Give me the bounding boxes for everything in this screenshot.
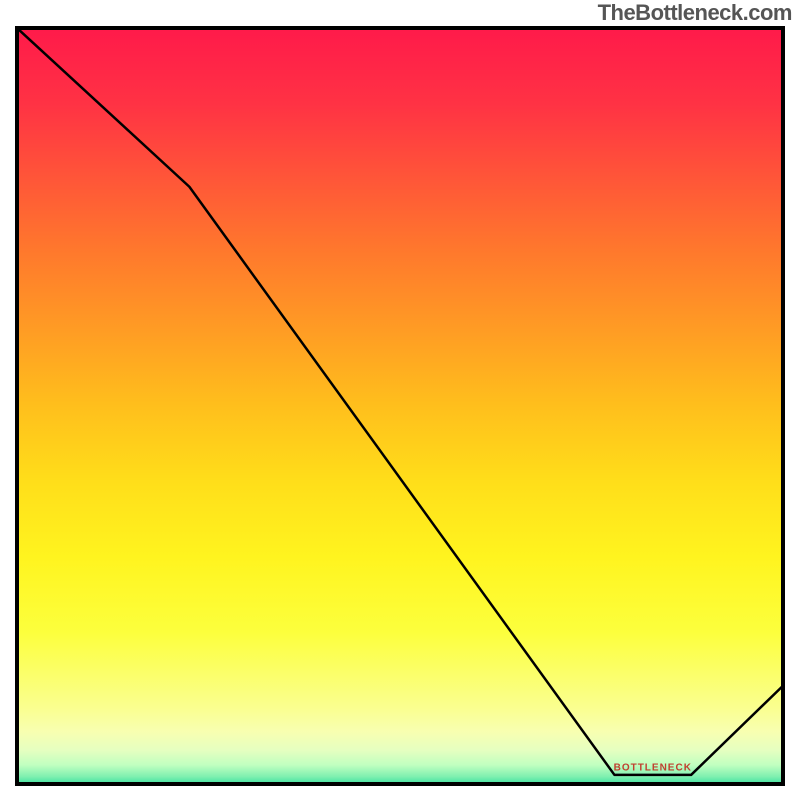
bottleneck-label: BOTTLENECK [614,763,692,774]
watermark-text: TheBottleneck.com [598,0,792,26]
bottleneck-chart: BOTTLENECK [0,0,800,800]
chart-background-gradient [17,28,783,784]
